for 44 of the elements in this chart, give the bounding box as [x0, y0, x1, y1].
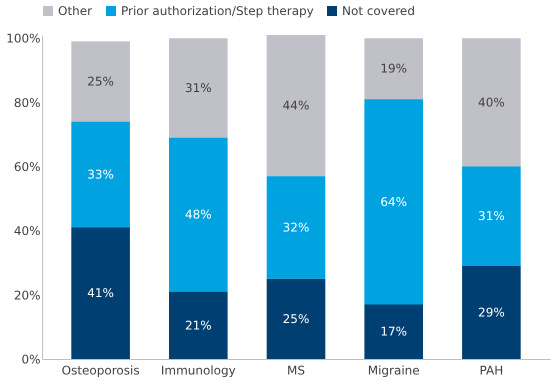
text: 31% [478, 209, 505, 224]
bar [71, 122, 130, 228]
bar [364, 304, 423, 359]
text: 33% [87, 168, 114, 182]
legend-label: Not covered [342, 4, 415, 18]
text: 17% [380, 324, 408, 339]
text: 29% [478, 305, 505, 320]
x-tick-label: PAH [480, 364, 504, 378]
text: 44% [282, 98, 310, 113]
text: 25% [87, 74, 114, 89]
bar [71, 41, 130, 122]
x-tick-label: Immunology [160, 364, 236, 378]
text: 48% [184, 208, 212, 222]
text: 21% [184, 318, 212, 332]
bar [169, 292, 228, 359]
text: 64% [380, 194, 408, 209]
bar [462, 166, 521, 266]
text: 31% [184, 80, 212, 95]
x-tick-label: Migraine [368, 364, 420, 378]
bar [266, 278, 326, 359]
bar [169, 38, 228, 138]
text: 41% [87, 286, 114, 300]
bar [169, 138, 228, 292]
text: 25% [282, 312, 310, 326]
legend-label: Other [58, 4, 92, 18]
bar [462, 38, 521, 167]
bar [266, 35, 326, 176]
y-tick-label: 20% [14, 288, 40, 302]
x-tick-label: MS [287, 364, 305, 378]
bar [71, 227, 130, 359]
y-tick-label: 0% [21, 352, 40, 366]
bar [364, 99, 423, 304]
y-tick-label: 100% [6, 32, 40, 46]
legend-label: Prior authorization/Step therapy [121, 4, 314, 18]
y-tick-label: 40% [14, 224, 40, 238]
y-tick-label: 60% [14, 160, 40, 174]
x-tick-label: Osteoporosis [62, 364, 140, 378]
bar [364, 38, 423, 100]
text: 19% [380, 62, 408, 76]
bar [462, 266, 521, 359]
bar [266, 176, 326, 279]
text: 32% [282, 220, 310, 234]
y-tick-label: 80% [14, 96, 40, 110]
text: 40% [478, 95, 505, 110]
